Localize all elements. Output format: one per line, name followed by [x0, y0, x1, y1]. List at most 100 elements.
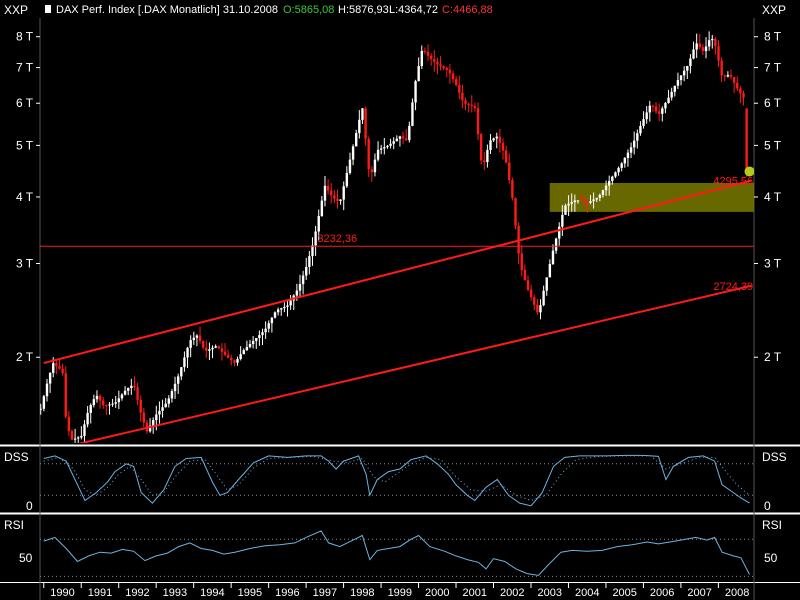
candle-body — [255, 338, 258, 341]
candle-body — [367, 138, 370, 170]
candle-body — [423, 50, 427, 52]
candle-body — [408, 125, 411, 141]
candle-body — [305, 266, 308, 276]
candle-body — [536, 304, 539, 313]
candle-body — [111, 403, 114, 405]
candle-body — [676, 80, 680, 86]
candle-body — [717, 46, 720, 61]
candle-body — [311, 245, 314, 257]
candle-body — [648, 105, 652, 113]
candle-body — [83, 424, 86, 436]
candle-body — [639, 125, 642, 134]
candle-body — [89, 405, 92, 413]
candle-body — [70, 431, 74, 440]
candle-body — [92, 399, 96, 406]
candle-body — [120, 394, 124, 399]
candlestick-series — [40, 31, 748, 443]
candle-body — [564, 205, 567, 215]
candle-body — [258, 335, 261, 339]
dss-indicator — [40, 454, 754, 507]
candle-body — [595, 197, 598, 200]
dss-series-line — [43, 455, 750, 502]
dss-zero-label-right: 0 — [764, 499, 771, 513]
candle-body — [398, 136, 402, 139]
candle-body — [239, 354, 242, 360]
horizontal-level-label: 3232,36 — [317, 233, 357, 245]
candle-body — [501, 142, 505, 151]
price-label-left: 6 T — [16, 96, 34, 110]
candle-body — [529, 289, 533, 298]
trend-line — [43, 179, 752, 365]
candle-body — [214, 346, 217, 348]
candle-body — [339, 199, 342, 201]
candle-body — [58, 365, 61, 369]
candle-body — [701, 47, 705, 52]
candle-body — [223, 351, 227, 355]
candle-body — [417, 66, 420, 82]
candle-body — [667, 97, 670, 103]
candle-body — [539, 305, 542, 313]
candle-body — [233, 360, 236, 363]
candle-body — [220, 348, 224, 352]
instrument-title: DAX Perf. Index [.DAX Monatlich] 31.10.2… — [56, 4, 278, 16]
candle-body — [642, 119, 645, 126]
candle-body — [573, 200, 577, 203]
candle-body — [217, 346, 220, 349]
rsi-50-label-right: 50 — [764, 551, 778, 565]
candle-body — [714, 38, 717, 47]
candle-body — [732, 76, 736, 83]
candle-body — [351, 146, 355, 160]
candle-body — [617, 167, 620, 173]
instrument-checkbox-icon[interactable] — [44, 3, 52, 17]
candle-body — [117, 398, 121, 403]
candle-body — [186, 347, 189, 358]
candle-body — [208, 349, 211, 351]
rsi-title-right: RSI — [762, 518, 782, 532]
candle-body — [548, 264, 552, 278]
candle-body — [492, 138, 495, 141]
candle-body — [40, 408, 42, 410]
candle-body — [451, 73, 455, 80]
candle-body — [679, 75, 683, 81]
axis-tag-left: XXP — [4, 3, 29, 17]
candle-body — [245, 347, 249, 351]
candle-body — [358, 119, 361, 134]
candle-body — [242, 350, 245, 355]
year-label: 2004 — [575, 587, 599, 599]
candle-body — [86, 412, 89, 425]
candle-body — [632, 140, 636, 148]
price-label-right: 5 T — [764, 138, 782, 152]
panel-frames — [0, 18, 800, 600]
candle-body — [323, 185, 327, 201]
price-label-left: 2 T — [16, 350, 34, 364]
candle-body — [414, 81, 417, 103]
candle-body — [742, 93, 745, 98]
candle-body — [183, 357, 186, 368]
candle-body — [436, 61, 439, 65]
candle-body — [180, 367, 183, 377]
candle-body — [105, 405, 108, 407]
candle-body — [592, 199, 595, 202]
year-label: 2007 — [687, 587, 711, 599]
rsi-title-left: RSI — [4, 518, 24, 532]
close-value: C:4466,88 — [442, 4, 493, 16]
candle-body — [130, 385, 133, 389]
candle-body — [80, 435, 83, 438]
candle-body — [579, 200, 583, 202]
candle-body — [379, 148, 383, 150]
trend-lines — [40, 166, 754, 443]
price-label-right: 4 T — [764, 190, 782, 204]
candle-body — [601, 190, 605, 195]
candle-body — [61, 368, 64, 374]
dss-title-left: DSS — [4, 450, 29, 464]
candle-body — [261, 332, 264, 336]
candle-body — [48, 372, 52, 384]
year-label: 1997 — [313, 587, 337, 599]
candle-body — [470, 104, 473, 107]
year-label: 2001 — [463, 587, 487, 599]
candle-body — [520, 253, 523, 270]
candle-body — [42, 396, 46, 409]
candle-body — [583, 201, 586, 203]
candle-body — [473, 106, 477, 109]
candle-body — [720, 60, 723, 76]
